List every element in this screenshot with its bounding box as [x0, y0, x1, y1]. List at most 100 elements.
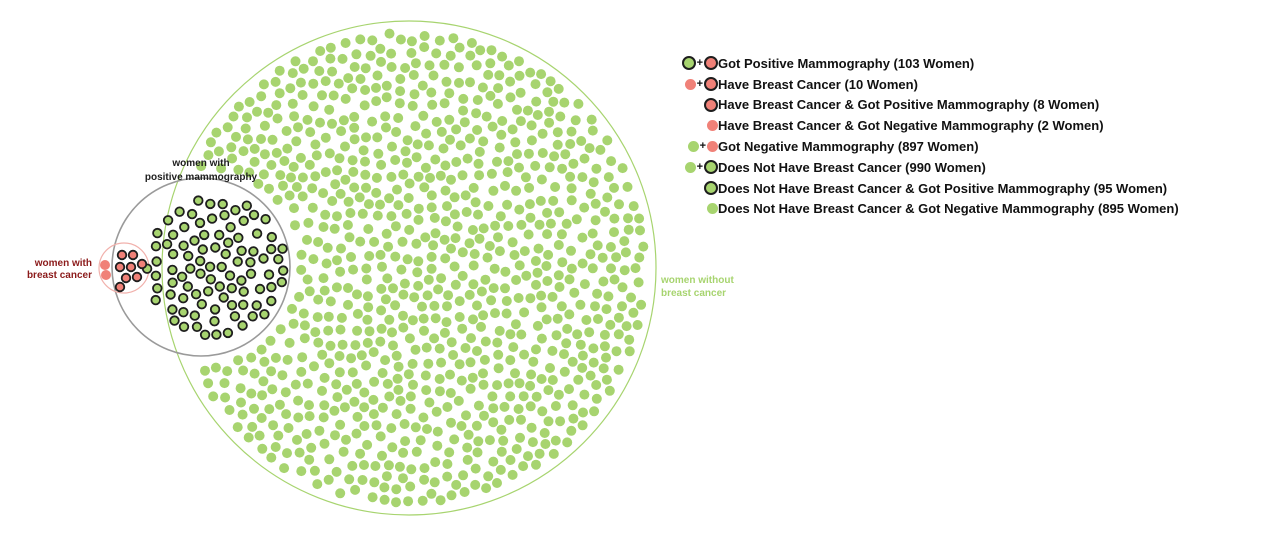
dot-no-cancer-positive [194, 217, 206, 229]
dot-no-cancer-positive [150, 294, 161, 306]
dot-no-cancer-negative [559, 366, 570, 377]
dot-no-cancer-negative [335, 419, 346, 430]
dot-no-cancer-negative [270, 76, 281, 87]
dot-no-cancer-negative [632, 320, 643, 330]
dot-no-cancer-negative [306, 442, 317, 453]
dot-no-cancer-negative [242, 112, 252, 123]
dot-no-cancer-negative [232, 422, 243, 433]
dot-no-cancer-negative [467, 225, 478, 235]
dot-no-cancer-negative [579, 279, 590, 290]
dot-no-cancer-negative [267, 384, 278, 395]
dot-no-cancer-negative [471, 420, 482, 431]
dot-no-cancer-positive [237, 299, 249, 311]
dot-no-cancer-negative [291, 136, 302, 147]
dot-no-cancer-positive [209, 316, 220, 327]
dot-no-cancer-negative [281, 409, 292, 420]
dot-no-cancer-negative [381, 122, 391, 133]
dot-no-cancer-negative [388, 340, 398, 351]
dot-no-cancer-negative [372, 132, 383, 143]
dot-no-cancer-negative [635, 225, 645, 236]
dot-no-cancer-negative [470, 479, 481, 490]
dot-no-cancer-negative [360, 63, 371, 74]
dot-no-cancer-negative [500, 266, 511, 277]
dot-no-cancer-negative [318, 188, 329, 199]
dot-no-cancer-negative [390, 300, 401, 311]
dot-no-cancer-negative [363, 199, 374, 210]
dot-no-cancer-negative [575, 339, 586, 350]
dot-no-cancer-negative [495, 464, 506, 475]
dot-no-cancer-negative [472, 346, 482, 356]
dot-no-cancer-negative [477, 82, 488, 93]
dot-no-cancer-negative [440, 253, 451, 264]
dot-no-cancer-negative [439, 327, 450, 338]
dot-no-cancer-negative [388, 283, 398, 294]
dot-no-cancer-positive [226, 283, 238, 294]
dot-no-cancer-negative [505, 92, 516, 103]
dot-no-cancer-positive [190, 289, 202, 300]
dot-no-cancer-negative [617, 301, 627, 312]
green-dot-icon [704, 160, 718, 175]
dot-no-cancer-negative [502, 199, 513, 210]
dot-no-cancer-negative [479, 410, 489, 421]
dot-no-cancer-positive [266, 243, 277, 255]
dot-no-cancer-negative [363, 302, 374, 313]
dot-no-cancer-negative [208, 391, 219, 402]
dot-no-cancer-negative [360, 169, 371, 180]
dot-no-cancer-negative [381, 471, 392, 482]
dot-no-cancer-negative [285, 83, 296, 94]
dot-no-cancer-negative [496, 424, 507, 435]
dot-no-cancer-negative [541, 314, 552, 325]
dot-no-cancer-negative [584, 143, 595, 154]
dot-no-cancer-negative [321, 258, 332, 269]
dot-no-cancer-negative [376, 305, 387, 316]
dot-no-cancer-positive [167, 229, 179, 241]
dot-no-cancer-negative [371, 187, 382, 198]
dot-no-cancer-negative [553, 240, 564, 250]
dot-no-cancer-positive [177, 293, 189, 304]
dot-no-cancer-negative [473, 400, 484, 411]
dot-no-cancer-positive [214, 281, 226, 292]
dot-no-cancer-negative [483, 69, 494, 80]
dot-no-cancer-negative [435, 495, 446, 506]
dot-no-cancer-negative [636, 299, 647, 310]
dot-no-cancer-negative [617, 282, 628, 293]
dot-no-cancer-negative [434, 386, 445, 397]
dot-no-cancer-negative [237, 409, 248, 420]
dot-no-cancer-negative [314, 425, 325, 436]
dot-no-cancer-negative [309, 465, 320, 476]
dot-no-cancer-negative [463, 429, 474, 440]
dot-no-cancer-negative [511, 444, 522, 454]
dot-no-cancer-negative [319, 372, 330, 383]
dot-no-cancer-negative [317, 385, 327, 396]
dot-no-cancer-negative [367, 35, 378, 46]
dot-no-cancer-positive [169, 315, 180, 326]
dot-no-cancer-negative [462, 442, 473, 453]
dot-no-cancer-negative [375, 249, 386, 260]
dot-no-cancer-negative [526, 120, 537, 131]
dot-no-cancer-negative [505, 455, 516, 465]
dot-no-cancer-negative [352, 325, 363, 336]
dot-no-cancer-negative [454, 42, 465, 53]
dot-cancer-positive [136, 258, 148, 270]
dot-no-cancer-negative [377, 450, 387, 461]
legend-icons [672, 181, 718, 196]
dot-no-cancer-negative [536, 174, 547, 185]
dot-no-cancer-negative [372, 70, 383, 81]
dot-no-cancer-negative [483, 471, 494, 482]
dot-no-cancer-negative [256, 344, 267, 355]
dot-no-cancer-negative [515, 432, 525, 443]
dot-no-cancer-negative [264, 404, 275, 415]
dot-no-cancer-negative [327, 196, 338, 206]
dot-no-cancer-negative [238, 365, 249, 376]
dot-no-cancer-negative [539, 428, 550, 438]
dot-no-cancer-negative [492, 98, 503, 109]
dot-no-cancer-negative [284, 337, 295, 348]
dot-no-cancer-negative [303, 217, 314, 228]
dot-no-cancer-negative [266, 160, 277, 170]
dot-no-cancer-negative [343, 196, 354, 207]
dot-no-cancer-negative [459, 487, 470, 497]
dot-no-cancer-negative [524, 182, 535, 193]
dot-no-cancer-negative [361, 263, 372, 274]
dot-no-cancer-negative [284, 190, 295, 201]
dot-no-cancer-negative [283, 423, 294, 433]
